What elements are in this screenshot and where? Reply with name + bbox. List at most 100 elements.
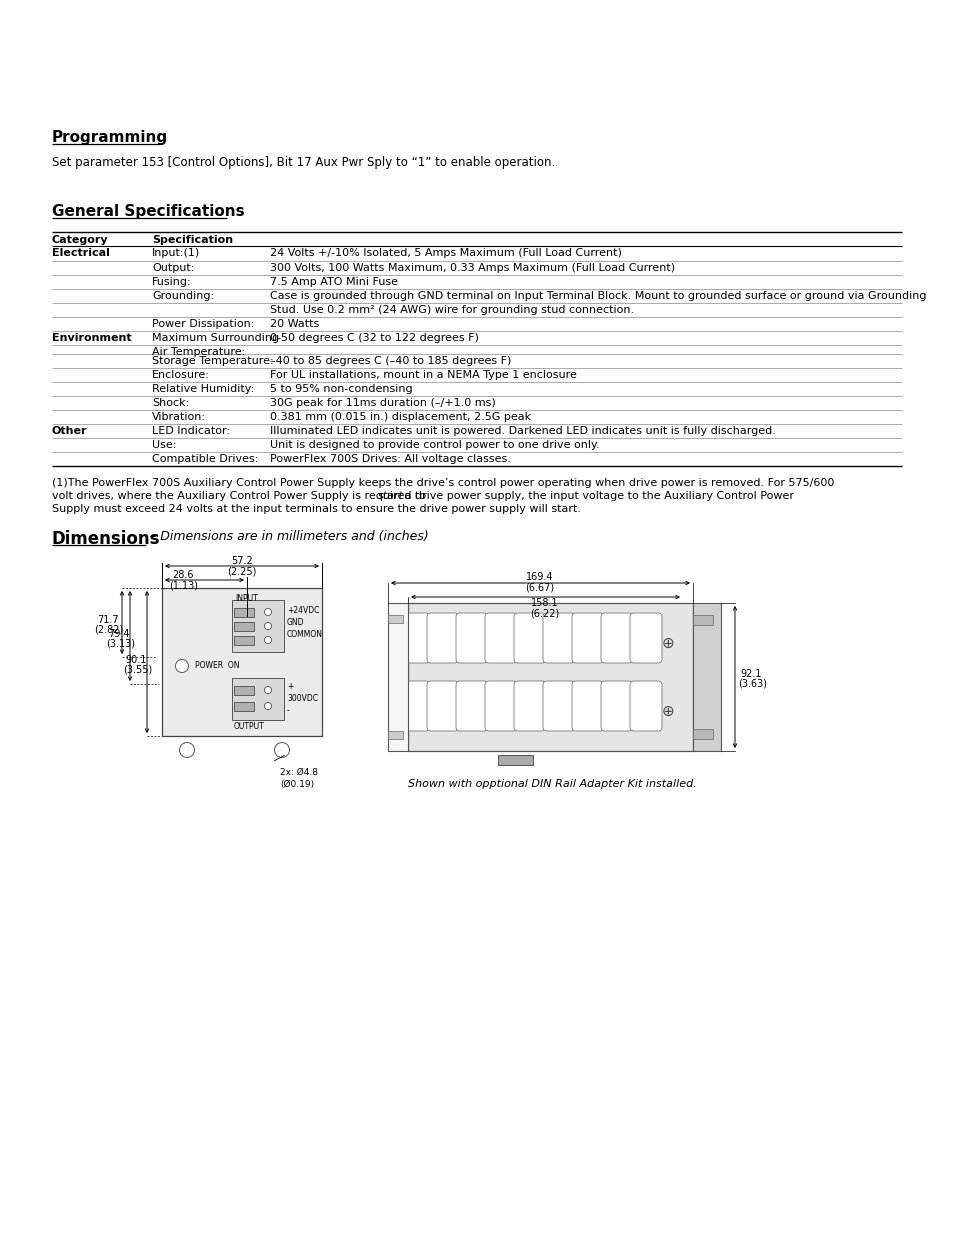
Text: Storage Temperature:: Storage Temperature: [152,356,274,366]
Text: Grounding:: Grounding: [152,291,213,301]
Text: (2.25): (2.25) [227,567,256,577]
Bar [692,603,720,751]
FancyBboxPatch shape [456,680,488,731]
FancyBboxPatch shape [484,680,517,731]
Text: 300 Volts, 100 Watts Maximum, 0.33 Amps Maximum (Full Load Current): 300 Volts, 100 Watts Maximum, 0.33 Amps … [270,263,675,273]
FancyBboxPatch shape [600,680,633,731]
FancyBboxPatch shape [397,680,430,731]
Text: 158.1: 158.1 [531,598,558,608]
Text: Output:: Output: [152,263,194,273]
Text: PowerFlex 700S Drives: All voltage classes.: PowerFlex 700S Drives: All voltage class… [270,454,511,464]
Text: 28.6: 28.6 [172,571,193,580]
Text: –40 to 85 degrees C (–40 to 185 degrees F): –40 to 85 degrees C (–40 to 185 degrees … [270,356,511,366]
Text: a drive power supply, the input voltage to the Auxiliary Control Power: a drive power supply, the input voltage … [401,492,794,501]
Text: Vibration:: Vibration: [152,412,206,422]
Text: Category: Category [52,235,109,245]
Text: 5 to 95% non-condensing: 5 to 95% non-condensing [270,384,413,394]
Circle shape [274,742,289,757]
FancyBboxPatch shape [456,613,488,663]
Circle shape [179,742,194,757]
Bar [233,701,253,711]
Text: Other: Other [52,426,88,436]
Text: 30G peak for 11ms duration (–/+1.0 ms): 30G peak for 11ms duration (–/+1.0 ms) [270,398,496,408]
FancyBboxPatch shape [542,680,575,731]
Circle shape [175,659,189,673]
Bar [408,603,692,751]
Text: Supply must exceed 24 volts at the input terminals to ensure the drive power sup: Supply must exceed 24 volts at the input… [52,504,580,514]
Text: +24VDC: +24VDC [287,606,319,615]
Text: start: start [377,492,403,501]
Text: 20 Watts: 20 Watts [270,319,319,329]
Text: ⊕: ⊕ [661,636,674,651]
Bar [497,755,533,764]
FancyBboxPatch shape [514,680,545,731]
Text: Air Temperature:: Air Temperature: [152,347,245,357]
Bar [233,636,253,645]
Text: 0-50 degrees C (32 to 122 degrees F): 0-50 degrees C (32 to 122 degrees F) [270,333,478,343]
Text: Unit is designed to provide control power to one drive only.: Unit is designed to provide control powe… [270,440,599,450]
Bar [692,615,712,625]
FancyBboxPatch shape [397,613,430,663]
Text: INPUT: INPUT [234,594,257,603]
Text: Illuminated LED indicates unit is powered. Darkened LED indicates unit is fully : Illuminated LED indicates unit is powere… [270,426,775,436]
Bar [233,622,253,631]
Text: Set parameter 153 [Control Options], Bit 17 Aux Pwr Sply to “1” to enable operat: Set parameter 153 [Control Options], Bit… [52,156,555,169]
FancyBboxPatch shape [629,613,661,663]
Bar [232,678,284,720]
Text: Use:: Use: [152,440,176,450]
Circle shape [264,703,272,709]
FancyBboxPatch shape [629,680,661,731]
Text: (3.63): (3.63) [738,679,766,689]
FancyBboxPatch shape [572,680,603,731]
Text: Fusing:: Fusing: [152,277,192,287]
Circle shape [264,609,272,615]
Bar [233,685,253,695]
Text: GND: GND [287,618,304,627]
Text: (3.13): (3.13) [106,638,135,650]
Text: 92.1: 92.1 [740,669,760,679]
Text: Relative Humidity:: Relative Humidity: [152,384,254,394]
Bar [388,603,408,751]
Text: OUTPUT: OUTPUT [233,722,265,731]
Text: General Specifications: General Specifications [52,204,244,219]
Circle shape [264,687,272,694]
FancyBboxPatch shape [572,613,603,663]
Text: 79.4: 79.4 [108,629,130,638]
Text: POWER  ON: POWER ON [194,661,239,671]
Text: +: + [287,682,294,692]
Text: Programming: Programming [52,130,168,144]
Text: Maximum Surrounding: Maximum Surrounding [152,333,279,343]
Text: 71.7: 71.7 [97,615,118,625]
Bar [162,588,322,736]
Text: 169.4: 169.4 [526,572,553,582]
Text: Power Dissipation:: Power Dissipation: [152,319,254,329]
Text: (6.67): (6.67) [525,583,554,593]
Bar [388,731,402,739]
Text: (1.13): (1.13) [169,580,198,592]
Bar [692,729,712,739]
FancyBboxPatch shape [600,613,633,663]
Text: (6.22): (6.22) [530,609,559,619]
Text: Enclosure:: Enclosure: [152,370,210,380]
FancyBboxPatch shape [514,613,545,663]
Text: Environment: Environment [52,333,132,343]
Text: 57.2: 57.2 [231,556,253,566]
Text: 2x: Ø4.8: 2x: Ø4.8 [280,768,317,777]
Text: 7.5 Amp ATO Mini Fuse: 7.5 Amp ATO Mini Fuse [270,277,397,287]
Text: Dimensions: Dimensions [52,530,160,548]
Text: (2.82): (2.82) [94,625,123,635]
Bar [233,608,253,618]
Text: LED Indicator:: LED Indicator: [152,426,230,436]
Text: Shown with opptional DIN Rail Adapter Kit installed.: Shown with opptional DIN Rail Adapter Ki… [408,779,696,789]
Text: volt drives, where the Auxiliary Control Power Supply is required to: volt drives, where the Auxiliary Control… [52,492,429,501]
Text: Specification: Specification [152,235,233,245]
Text: -: - [287,706,290,715]
Text: COMMON: COMMON [287,630,323,638]
Text: Compatible Drives:: Compatible Drives: [152,454,258,464]
Text: Shock:: Shock: [152,398,189,408]
Text: For UL installations, mount in a NEMA Type 1 enclosure: For UL installations, mount in a NEMA Ty… [270,370,577,380]
FancyBboxPatch shape [427,613,458,663]
Text: (Ø0.19): (Ø0.19) [280,781,314,789]
Text: Stud. Use 0.2 mm² (24 AWG) wire for grounding stud connection.: Stud. Use 0.2 mm² (24 AWG) wire for grou… [270,305,634,315]
Text: Case is grounded through GND terminal on Input Terminal Block. Mount to grounded: Case is grounded through GND terminal on… [270,291,925,301]
